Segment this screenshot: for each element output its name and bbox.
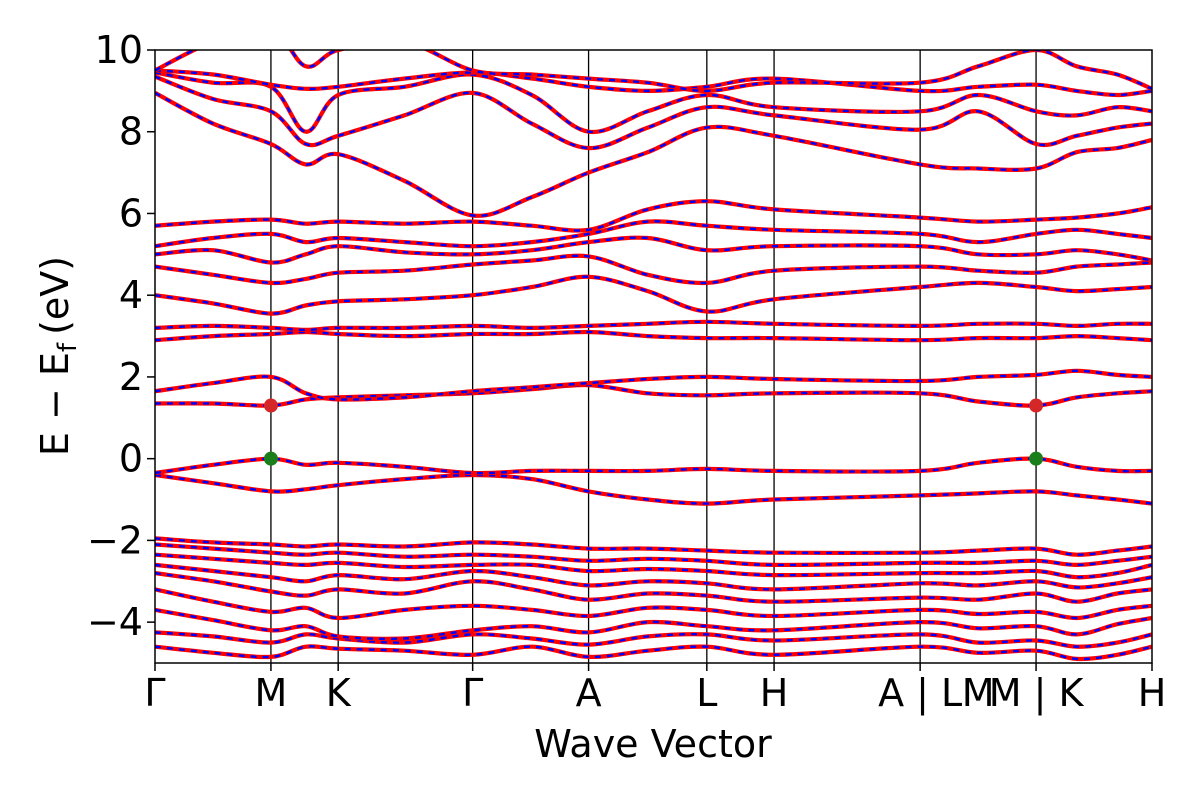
band-12-blue <box>155 369 1152 401</box>
y-axis-title: E − Ef (eV) <box>33 256 83 456</box>
band-11-red <box>155 382 1152 408</box>
band-edge-marker-0 <box>263 398 278 413</box>
band-10-red <box>155 456 1152 476</box>
band-5-blue <box>155 563 1152 591</box>
band-1-red <box>155 630 1152 649</box>
y-tick-label-4: 4 <box>119 273 143 317</box>
y-tick-label-7: 10 <box>95 28 143 72</box>
band-15-red <box>155 274 1152 316</box>
x-tick-label-8: M | K <box>989 671 1085 716</box>
band-18-blue <box>155 220 1152 248</box>
x-tick-label-4: A <box>576 671 602 715</box>
band-edge-marker-3 <box>1029 451 1044 466</box>
band-9-blue <box>155 473 1152 505</box>
band-0-blue <box>155 645 1152 661</box>
band-23-blue <box>155 69 1152 97</box>
band-24-red <box>155 50 1152 93</box>
y-axis-title-unit: (eV) <box>33 256 77 335</box>
x-axis-title: Wave Vector <box>534 722 772 766</box>
x-tick-label-7: A | L <box>878 671 962 716</box>
band-7-red <box>155 542 1152 568</box>
band-8-blue <box>155 537 1152 556</box>
band-13-blue <box>155 330 1152 342</box>
band-4-blue <box>155 571 1152 603</box>
y-tick-label-6: 8 <box>119 110 143 154</box>
band-21-blue <box>155 75 1152 150</box>
band-16-red <box>155 253 1152 286</box>
band-17-blue <box>155 236 1152 264</box>
x-tick-label-0: Γ <box>144 671 165 715</box>
x-tick-label-2: K <box>326 671 352 715</box>
x-tick-label-3: Γ <box>462 671 483 715</box>
y-tick-label-1: −2 <box>87 518 143 562</box>
band-3-blue <box>155 588 1152 620</box>
band-edge-markers <box>263 398 1044 466</box>
band-1-blue <box>155 631 1152 648</box>
y-axis-title-sub: f <box>53 342 83 352</box>
band-16-blue <box>155 254 1152 285</box>
band-edge-marker-2 <box>1029 398 1044 413</box>
band-9-red <box>155 472 1152 506</box>
y-tick-label-0: −4 <box>87 600 143 644</box>
x-extra-label-0: M <box>962 671 995 715</box>
bands <box>155 50 1152 662</box>
y-axis-title-main: E − E <box>33 352 77 456</box>
band-14-red <box>155 319 1152 332</box>
y-tick-label-5: 6 <box>119 191 143 235</box>
band-2-blue <box>155 608 1152 641</box>
band-14-blue <box>155 320 1152 332</box>
x-tick-label-9: H <box>1138 671 1167 715</box>
plot-frame <box>154 49 1153 664</box>
y-tick-label-2: 0 <box>119 437 143 481</box>
y-tick-label-3: 2 <box>119 355 143 399</box>
band-15-blue <box>155 275 1152 315</box>
band-19-blue <box>155 199 1152 232</box>
x-tick-label-6: H <box>760 671 789 715</box>
band-10-blue <box>155 457 1152 475</box>
band-22-red <box>155 70 1152 135</box>
band-19-red <box>155 199 1152 233</box>
x-tick-label-5: L <box>696 671 717 715</box>
band-6-red <box>155 552 1152 580</box>
band-edge-marker-1 <box>263 451 278 466</box>
x-tick-label-1: M <box>255 671 288 715</box>
y-axis-ticks: −4 −2 0 2 4 6 8 10 <box>87 28 155 644</box>
band-20-blue <box>155 91 1152 218</box>
